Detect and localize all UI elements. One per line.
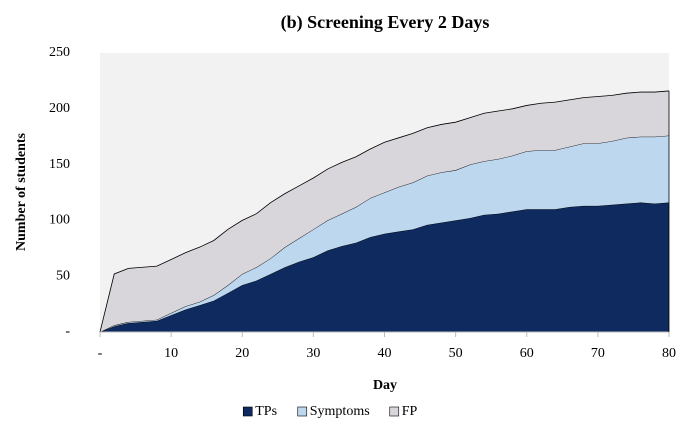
legend-label: FP bbox=[402, 404, 418, 419]
y-tick-label: 100 bbox=[49, 213, 70, 228]
x-tick-label: 30 bbox=[306, 346, 320, 361]
legend-swatch bbox=[389, 406, 400, 417]
y-tick-label: - bbox=[65, 324, 70, 339]
y-tick-label: 200 bbox=[49, 101, 70, 116]
area-outline bbox=[99, 90, 670, 333]
area bbox=[100, 135, 669, 332]
area bbox=[100, 202, 669, 332]
x-tick-label: 40 bbox=[378, 346, 392, 361]
x-tick-label: 50 bbox=[449, 346, 463, 361]
x-tick-label: 70 bbox=[591, 346, 605, 361]
legend-swatch bbox=[242, 406, 253, 417]
x-tick-label: - bbox=[98, 346, 103, 361]
chart-title: (b) Screening Every 2 Days bbox=[281, 12, 490, 33]
legend-swatch bbox=[297, 406, 308, 417]
x-tick-label: 10 bbox=[164, 346, 178, 361]
legend-label: TPs bbox=[255, 404, 277, 419]
area bbox=[100, 90, 669, 332]
y-tick-label: 50 bbox=[56, 268, 70, 283]
x-tick-label: 20 bbox=[235, 346, 249, 361]
x-axis-label: Day bbox=[373, 378, 397, 393]
legend-label: Symptoms bbox=[310, 404, 370, 419]
x-tick-label: 80 bbox=[662, 346, 676, 361]
y-axis-label: Number of students bbox=[14, 132, 29, 251]
y-tick-label: 250 bbox=[49, 45, 70, 60]
x-tick-label: 60 bbox=[520, 346, 534, 361]
y-tick-label: 150 bbox=[49, 157, 70, 172]
